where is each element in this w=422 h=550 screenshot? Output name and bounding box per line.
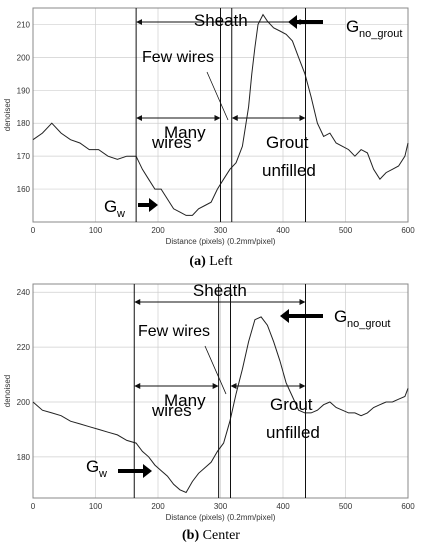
plot-frame <box>32 283 409 499</box>
y-tick-label: 190 <box>17 86 31 95</box>
y-tick-label: 180 <box>17 453 31 462</box>
x-tick-label: 500 <box>339 502 353 511</box>
x-tick-label: 600 <box>401 502 415 511</box>
label-few-wires: Few wires <box>142 49 214 66</box>
label-few-wires: Few wires <box>138 323 210 340</box>
chart-panel-center: 0 100 200 300 400 500 600 180 200 220 240 denoised… <box>0 276 422 550</box>
y-tick-label: 180 <box>17 119 31 128</box>
label-grout-line2: unfilled <box>266 423 320 442</box>
y-axis-label: denoised <box>3 375 12 407</box>
g-w-arrow-head <box>149 198 158 212</box>
caption-center: (b) Center <box>0 528 422 544</box>
x-tick-label: 500 <box>339 226 353 235</box>
region-lines <box>133 284 306 498</box>
label-g-no-grout-subscript: no_grout <box>359 28 402 40</box>
x-tick-label: 300 <box>214 502 228 511</box>
axis-ticks: 0 100 200 300 400 500 600 180 200 220 240 <box>17 288 416 511</box>
y-tick-label: 200 <box>17 398 31 407</box>
series-line <box>32 316 409 494</box>
label-g-no-grout-subscript: no_grout <box>347 318 390 330</box>
few-wires-pointer <box>204 345 227 395</box>
label-grout-line2: unfilled <box>262 161 316 180</box>
y-tick-label: 220 <box>17 343 31 352</box>
label-sheath: Sheath <box>193 281 247 300</box>
x-tick-label: 0 <box>31 226 36 235</box>
caption-label: (b) <box>182 528 200 543</box>
x-tick-label: 200 <box>151 226 165 235</box>
y-tick-label: 200 <box>17 53 31 62</box>
g-w-arrow-head <box>143 464 152 478</box>
y-tick-label: 160 <box>17 185 31 194</box>
label-g-w-subscript: w <box>116 208 125 220</box>
x-axis-label: Distance (pixels) (0.2mm/pixel) <box>166 513 276 522</box>
chart-panel-left: 0 100 200 300 400 500 600 160 170 180 190 200 210 de… <box>0 7 422 270</box>
g-no-grout-arrow-head <box>280 309 289 323</box>
label-sheath: Sheath <box>194 11 248 30</box>
label-g-w: G <box>104 197 117 216</box>
y-tick-label: 210 <box>17 20 31 29</box>
series-line <box>32 13 409 216</box>
x-axis-label: Distance (pixels) (0.2mm/pixel) <box>166 237 276 246</box>
caption-label: (a) <box>189 254 206 269</box>
label-grout-line1: Grout <box>270 395 313 414</box>
g-no-grout-arrow-head <box>288 15 297 29</box>
label-many-wires-line1: Many <box>164 391 206 410</box>
x-tick-label: 100 <box>89 226 103 235</box>
x-tick-label: 600 <box>401 226 415 235</box>
label-many-wires-line2: wires <box>151 133 192 152</box>
y-tick-label: 170 <box>17 152 31 161</box>
caption-text: Center <box>202 528 240 543</box>
few-wires-pointer <box>206 71 229 121</box>
x-tick-label: 400 <box>276 502 290 511</box>
line-chart-left: 0 100 200 300 400 500 600 160 170 180 190 200 210 de… <box>3 7 416 246</box>
label-g-no-grout: G <box>346 17 359 36</box>
label-g-w-subscript: w <box>98 468 107 480</box>
label-many-wires-line2: wires <box>151 401 192 420</box>
y-tick-label: 240 <box>17 288 31 297</box>
x-tick-label: 0 <box>31 502 36 511</box>
caption-text: Left <box>209 254 233 269</box>
label-g-no-grout: G <box>334 307 347 326</box>
label-many-wires-line1: Many <box>164 123 206 142</box>
x-tick-label: 400 <box>276 226 290 235</box>
x-tick-label: 300 <box>214 226 228 235</box>
label-g-w: G <box>86 457 99 476</box>
axis-ticks: 0 100 200 300 400 500 600 160 170 180 190 200 210 <box>17 20 416 235</box>
line-chart-center: 0 100 200 300 400 500 600 180 200 220 240 denoised… <box>3 281 416 522</box>
x-tick-label: 100 <box>89 502 103 511</box>
label-grout-line1: Grout <box>266 133 309 152</box>
y-axis-label: denoised <box>3 99 12 131</box>
caption-left: (a) Left <box>0 254 422 270</box>
x-tick-label: 200 <box>151 502 165 511</box>
